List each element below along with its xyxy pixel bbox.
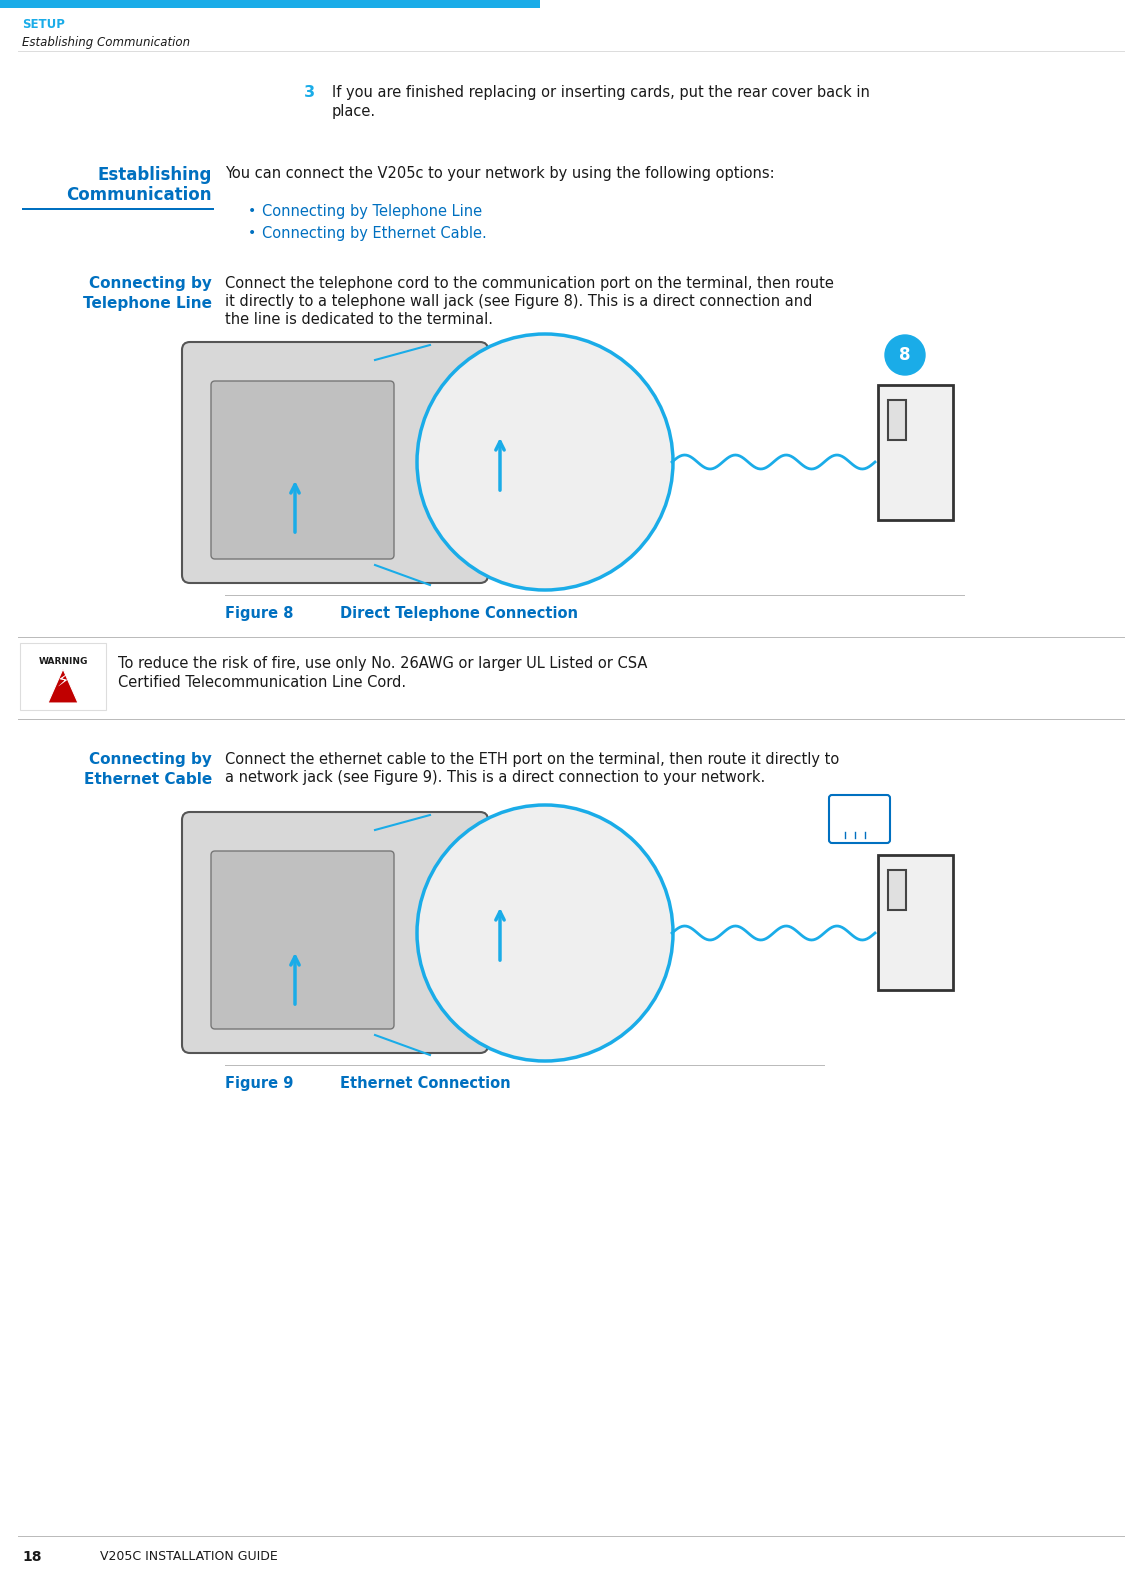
Text: SETUP: SETUP [22, 17, 65, 32]
FancyBboxPatch shape [829, 795, 890, 843]
Text: To reduce the risk of fire, use only No. 26AWG or larger UL Listed or CSA: To reduce the risk of fire, use only No.… [118, 656, 647, 671]
Circle shape [417, 805, 673, 1060]
Text: 8: 8 [900, 346, 911, 365]
Text: Connecting by: Connecting by [89, 753, 211, 767]
Bar [22, 207, 214, 210]
Text: WARNING: WARNING [39, 656, 88, 666]
FancyBboxPatch shape [211, 380, 394, 559]
Circle shape [417, 335, 673, 590]
Text: Telephone Line: Telephone Line [83, 297, 211, 311]
Bar [878, 855, 953, 989]
Text: Connecting by Telephone Line: Connecting by Telephone Line [262, 204, 482, 219]
Text: Ethernet Cable: Ethernet Cable [83, 772, 211, 787]
Bar [0, 0, 539, 8]
Text: Connecting by Ethernet Cable.: Connecting by Ethernet Cable. [262, 226, 487, 241]
Text: the line is dedicated to the terminal.: the line is dedicated to the terminal. [225, 312, 493, 327]
FancyBboxPatch shape [19, 642, 106, 710]
Polygon shape [48, 669, 78, 704]
Text: 3: 3 [304, 85, 315, 99]
Text: 18: 18 [22, 1550, 41, 1564]
Text: Establishing Communication: Establishing Communication [22, 36, 190, 49]
Text: Figure 9: Figure 9 [225, 1076, 294, 1090]
Text: You can connect the V205c to your network by using the following options:: You can connect the V205c to your networ… [225, 166, 775, 181]
Text: it directly to a telephone wall jack (see Figure 8). This is a direct connection: it directly to a telephone wall jack (se… [225, 294, 813, 309]
Bar [888, 399, 906, 440]
Circle shape [885, 335, 925, 376]
Text: Figure 8: Figure 8 [225, 606, 294, 622]
Text: Connect the telephone cord to the communication port on the terminal, then route: Connect the telephone cord to the commun… [225, 276, 834, 290]
Text: place.: place. [331, 104, 376, 118]
Text: V205C INSTALLATION GUIDE: V205C INSTALLATION GUIDE [99, 1550, 278, 1562]
Text: Ethernet Connection: Ethernet Connection [339, 1076, 511, 1090]
Text: •: • [248, 204, 256, 218]
FancyBboxPatch shape [182, 813, 488, 1053]
Text: Connecting by: Connecting by [89, 276, 211, 290]
Bar [888, 869, 906, 911]
Text: Certified Telecommunication Line Cord.: Certified Telecommunication Line Cord. [118, 675, 406, 690]
Text: Communication: Communication [66, 186, 211, 204]
Bar [878, 385, 953, 521]
Text: If you are finished replacing or inserting cards, put the rear cover back in: If you are finished replacing or inserti… [331, 85, 870, 99]
FancyBboxPatch shape [182, 342, 488, 582]
Text: Connect the ethernet cable to the ETH port on the terminal, then route it direct: Connect the ethernet cable to the ETH po… [225, 753, 839, 767]
Text: Establishing: Establishing [97, 166, 211, 185]
Text: Direct Telephone Connection: Direct Telephone Connection [339, 606, 578, 622]
FancyBboxPatch shape [211, 851, 394, 1029]
Text: a network jack (see Figure 9). This is a direct connection to your network.: a network jack (see Figure 9). This is a… [225, 770, 766, 784]
Text: ⚡: ⚡ [57, 672, 70, 691]
Text: •: • [248, 226, 256, 240]
